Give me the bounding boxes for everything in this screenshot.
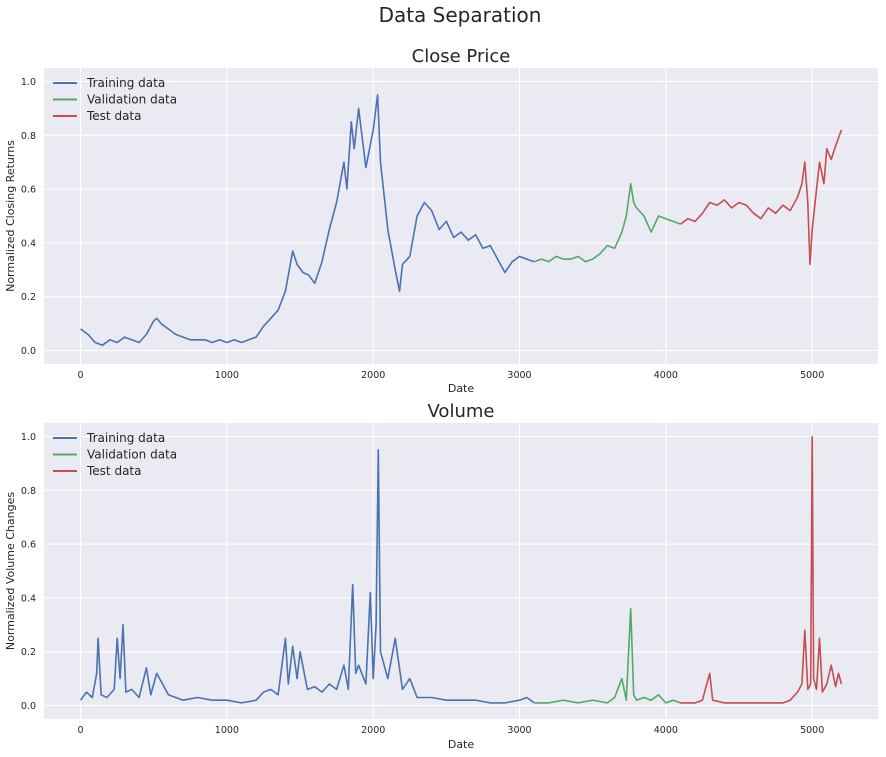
close-price-chart: 0 1000 2000 3000 4000 5000 0.0 0.2 0.4 0.6 0.8 1.0 C…: [4, 46, 878, 395]
legend-label-validation-data: Validation data: [87, 448, 177, 462]
x-tick-label: 1000: [215, 370, 239, 381]
series-line-validation-data: [534, 607, 681, 704]
volume-chart: 0 1000 2000 3000 4000 5000 0.0 0.2 0.4 0.6 0.8 1.0 V…: [4, 401, 878, 751]
figure-suptitle: Data Separation: [379, 3, 542, 27]
x-tick-label: 0: [78, 370, 84, 381]
series-line-training-data: [79, 449, 535, 704]
series-line-test-data: [680, 435, 843, 704]
y-tick-label: 0.4: [21, 238, 36, 249]
x-tick-label: 0: [78, 725, 84, 736]
y-tick-label: 0.6: [21, 185, 36, 196]
x-axis-label: Date: [448, 382, 475, 395]
x-tick-label: 4000: [654, 725, 678, 736]
x-tick-label: 2000: [361, 370, 385, 381]
y-tick-label: 0.4: [21, 593, 36, 604]
y-tick-label: 0.0: [21, 346, 36, 357]
y-tick-label: 0.8: [21, 131, 36, 142]
plot-area: [44, 68, 878, 364]
series-line-test-data: [680, 129, 843, 266]
legend: Training data Validation data Test data: [53, 431, 177, 478]
y-tick-label: 0.2: [21, 647, 36, 658]
legend-label-validation-data: Validation data: [87, 93, 177, 107]
y-tick-label: 1.0: [21, 77, 36, 88]
y-axis-label: Normalized Volume Changes: [4, 492, 17, 650]
x-tick-label: 3000: [507, 370, 531, 381]
y-tick-label: 0.2: [21, 292, 36, 303]
x-axis-label: Date: [448, 738, 475, 751]
chart-title: Close Price: [412, 46, 511, 67]
x-tick-label: 1000: [215, 725, 239, 736]
y-tick-label: 1.0: [21, 432, 36, 443]
y-axis-label: Normalized Closing Returns: [4, 140, 17, 292]
legend-label-test-data: Test data: [86, 464, 141, 478]
x-tick-label: 5000: [800, 370, 824, 381]
legend-label-test-data: Test data: [86, 109, 141, 123]
legend-label-training-data: Training data: [86, 431, 165, 445]
x-tick-label: 3000: [507, 725, 531, 736]
plot-area: [44, 423, 878, 719]
x-tick-label: 4000: [654, 370, 678, 381]
y-tick-label: 0.6: [21, 540, 36, 551]
x-tick-label: 5000: [800, 725, 824, 736]
x-tick-label: 2000: [361, 725, 385, 736]
series-line-validation-data: [533, 182, 681, 263]
chart-title: Volume: [428, 401, 495, 422]
series-line-training-data: [80, 94, 535, 347]
y-tick-label: 0.8: [21, 486, 36, 497]
y-tick-label: 0.0: [21, 701, 36, 712]
legend-label-training-data: Training data: [86, 76, 165, 90]
legend: Training data Validation data Test data: [53, 76, 177, 123]
